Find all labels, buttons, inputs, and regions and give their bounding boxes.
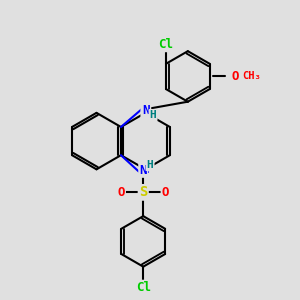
Text: O: O — [232, 70, 239, 83]
Text: H: H — [147, 160, 154, 170]
Text: Cl: Cl — [158, 38, 173, 51]
Text: O: O — [117, 186, 125, 199]
Text: CH₃: CH₃ — [242, 71, 261, 81]
Text: N: N — [142, 163, 149, 176]
Text: Cl: Cl — [136, 281, 151, 294]
Text: N: N — [142, 106, 149, 119]
Text: S: S — [139, 185, 147, 200]
Text: N: N — [140, 164, 147, 177]
Text: H: H — [150, 110, 156, 120]
Text: N: N — [142, 104, 150, 117]
Text: O: O — [162, 186, 169, 199]
